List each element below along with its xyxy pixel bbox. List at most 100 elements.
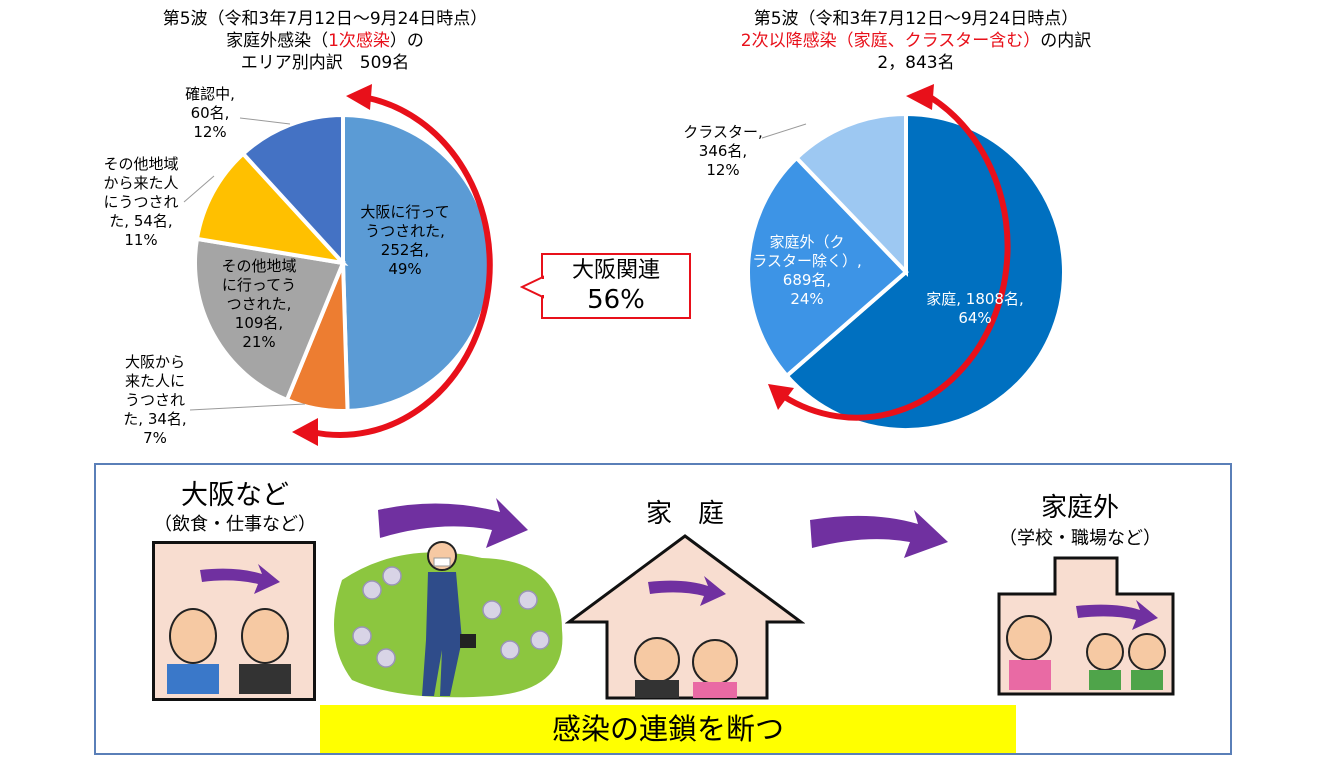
leader-line-cluster — [761, 123, 807, 139]
label-line: 21% — [242, 333, 276, 351]
mask-icon — [433, 557, 451, 567]
label-line: 60名, — [190, 104, 230, 122]
commuter-crowd-scene — [334, 541, 563, 698]
label-line: 689名, — [782, 271, 832, 289]
red-arrowheads — [292, 84, 934, 446]
right-title-line3: 2，843名 — [877, 53, 955, 73]
label-line: 346名, — [698, 142, 748, 160]
label-line: 109名, — [234, 314, 284, 332]
left-arrowhead-bottom — [292, 418, 318, 446]
osaka-panel — [152, 541, 316, 701]
right-arrowhead-bottom — [768, 384, 794, 410]
label-line: 家庭, 1808名, — [926, 290, 1024, 308]
label-line: た, 54名, — [109, 212, 173, 230]
person-body — [239, 664, 291, 694]
label-line: 12% — [706, 161, 740, 179]
right-pie-slice-2 — [793, 111, 908, 277]
label-line: 確認中, — [185, 85, 235, 103]
pie-charts-svg — [183, 84, 1066, 446]
label-line: その他地域 — [221, 257, 297, 275]
callout-pointer-shape — [520, 275, 544, 299]
right-title-line1: 第5波（令和3年7月12日～9月24日時点） — [753, 9, 1079, 29]
outside-subtitle: （学校・職場など） — [999, 528, 1161, 549]
label-katei: 家庭, 1808名, 64% — [900, 290, 1050, 328]
building-shape — [997, 556, 1175, 696]
person-body — [693, 682, 737, 698]
person-face-icon — [241, 608, 289, 664]
person-face-icon — [1128, 633, 1166, 671]
label-line: 来た人に — [124, 372, 185, 390]
right-title-line2-b: の内訳 — [1040, 31, 1092, 51]
label-line: 252名, — [380, 241, 430, 259]
label-osaka-kita: 大阪から 来た人に うつされ た, 34名, 7% — [100, 353, 210, 448]
crowd-person-icon — [518, 590, 538, 610]
label-line: 大阪から — [124, 353, 185, 371]
break-chain-banner: 感染の連鎖を断つ — [320, 705, 1016, 753]
home-title: 家 庭 — [645, 499, 724, 529]
person-body — [1131, 670, 1163, 690]
person-face-icon — [169, 608, 217, 664]
left-pie-slice-2 — [193, 236, 346, 403]
right-pie-slice-0 — [784, 111, 1066, 432]
label-line: にうつされ — [103, 193, 179, 211]
left-pie — [193, 112, 493, 413]
label-line: ラスター除く）, — [752, 252, 862, 270]
label-line: クラスター, — [683, 123, 763, 141]
crowd-person-icon — [376, 648, 396, 668]
label-line: 大阪に行って — [360, 203, 450, 221]
osaka-related-callout: 大阪関連 56% — [541, 253, 691, 319]
left-title-line1: 第5波（令和3年7月12日～9月24日時点） — [162, 9, 488, 29]
left-title-line2: 家庭外感染（1次感染）の — [115, 30, 535, 52]
label-line: 家庭外（ク — [769, 233, 845, 251]
right-pie — [746, 111, 1066, 432]
callout-percent: 56% — [587, 285, 645, 315]
leader-line-osaka-kita — [189, 403, 306, 411]
outside-title: 家庭外 — [1040, 493, 1119, 523]
infection-chain-box — [94, 463, 1232, 755]
left-title-line2-b: 1次感染 — [328, 31, 390, 51]
person-body — [635, 680, 679, 698]
label-line: その他地域 — [103, 155, 179, 173]
leader-line-kakuninchu — [239, 117, 291, 125]
label-line: つされた, — [226, 295, 292, 313]
right-pie-slice-1 — [746, 155, 909, 379]
crowd-person-icon — [530, 630, 550, 650]
label-line: うつされた, — [365, 222, 445, 240]
crowd-figures — [352, 566, 550, 668]
leader-line-sonota-kita — [183, 175, 215, 203]
crowd-person-icon — [362, 580, 382, 600]
person-face-icon — [1006, 615, 1052, 661]
label-cluster: クラスター, 346名, 12% — [668, 123, 778, 180]
person-body — [167, 664, 219, 694]
crowd-person-icon — [500, 640, 520, 660]
label-line: 11% — [124, 231, 158, 249]
label-leader-lines — [183, 117, 807, 411]
businessman-suit — [422, 572, 462, 696]
label-line: 64% — [958, 309, 992, 327]
left-arrowhead-top — [346, 84, 372, 110]
person-face-icon — [692, 639, 738, 685]
right-arrowhead-top — [906, 84, 934, 110]
house-outline — [565, 534, 805, 700]
person-body — [1009, 660, 1051, 690]
left-pie-slice-4 — [240, 112, 345, 269]
right-chart-title: 第5波（令和3年7月12日～9月24日時点） 2次以降感染（家庭、クラスター含む… — [706, 8, 1126, 74]
person-face-icon — [634, 637, 680, 683]
left-title-line3: エリア別内訳 509名 — [240, 53, 410, 73]
red-arrows — [311, 94, 1011, 438]
right-title-line2: 2次以降感染（家庭、クラスター含む）の内訳 — [706, 30, 1126, 52]
label-kakuninchu: 確認中, 60名, 12% — [170, 85, 250, 142]
right-title-line2-a: 2次以降感染（家庭、クラスター含む） — [740, 31, 1041, 51]
left-pie-slice-3 — [194, 150, 349, 266]
label-line: 49% — [388, 260, 422, 278]
label-line: に行ってう — [221, 276, 297, 294]
callout-pointer — [520, 275, 544, 299]
osaka-subtitle: （飲食・仕事など） — [154, 514, 316, 535]
label-kateigai: 家庭外（ク ラスター除く）, 689名, 24% — [742, 233, 872, 309]
left-title-line2-c: ）の — [389, 31, 424, 51]
left-title-line2-a: 家庭外感染（ — [226, 31, 329, 51]
label-sonota-kita: その他地域 から来た人 にうつされ た, 54名, 11% — [86, 155, 196, 250]
briefcase-icon — [460, 634, 476, 648]
left-chart-title: 第5波（令和3年7月12日～9月24日時点） 家庭外感染（1次感染）の エリア別… — [115, 8, 535, 74]
osaka-title: 大阪など — [181, 480, 289, 511]
